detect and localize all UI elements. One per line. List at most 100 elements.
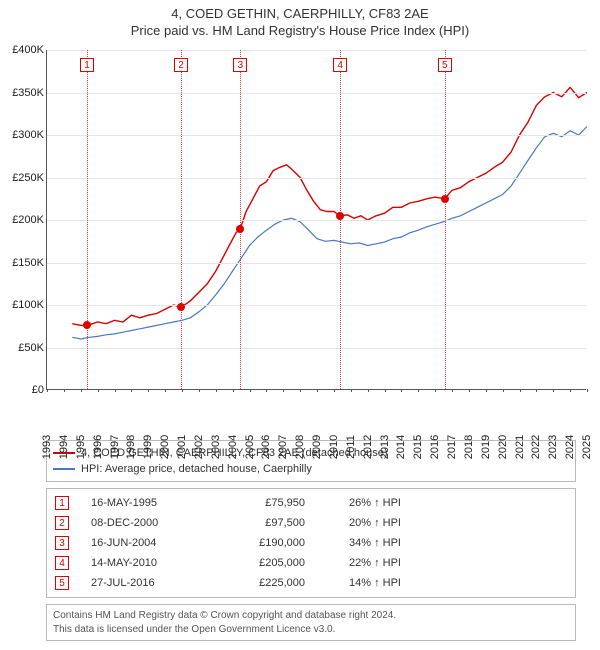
sales-row-date: 27-JUL-2016	[91, 577, 231, 589]
title-block: 4, COED GETHIN, CAERPHILLY, CF83 2AE Pri…	[0, 0, 600, 40]
x-tick-label: 2019	[480, 432, 492, 462]
sale-vline	[181, 50, 182, 389]
sale-dot	[83, 321, 91, 329]
sale-vline	[240, 50, 241, 389]
series-line-hpi	[72, 127, 587, 340]
x-tick	[452, 389, 453, 392]
x-tick	[165, 389, 166, 392]
x-tick-label: 2006	[260, 432, 272, 462]
x-tick	[131, 389, 132, 392]
x-tick-label: 1999	[142, 432, 154, 462]
x-tick	[64, 389, 65, 392]
x-tick	[81, 389, 82, 392]
x-tick	[520, 389, 521, 392]
x-tick	[469, 389, 470, 392]
x-tick-label: 2013	[379, 432, 391, 462]
x-tick	[368, 389, 369, 392]
x-tick	[385, 389, 386, 392]
sale-dot	[177, 303, 185, 311]
sales-row: 208-DEC-2000£97,50020% ↑ HPI	[55, 513, 567, 533]
gridline-h	[47, 50, 586, 51]
x-tick	[418, 389, 419, 392]
x-tick-label: 2022	[530, 432, 542, 462]
footer-line-1: Contains HM Land Registry data © Crown c…	[53, 609, 569, 623]
x-tick	[587, 389, 588, 392]
x-tick	[250, 389, 251, 392]
sales-row: 316-JUN-2004£190,00034% ↑ HPI	[55, 533, 567, 553]
x-tick-label: 2005	[244, 432, 256, 462]
sales-row-index: 3	[55, 536, 69, 550]
price-chart: 1993199419951996199719981999200020012002…	[0, 40, 600, 440]
plot-area: 1993199419951996199719981999200020012002…	[46, 50, 586, 390]
x-tick	[216, 389, 217, 392]
sales-row-price: £97,500	[235, 517, 345, 529]
x-tick	[570, 389, 571, 392]
sales-table: 116-MAY-1995£75,95026% ↑ HPI208-DEC-2000…	[46, 488, 576, 598]
legend-label-hpi: HPI: Average price, detached house, Caer…	[81, 463, 312, 475]
sale-marker-box: 4	[333, 58, 347, 72]
y-tick-label: £100K	[2, 299, 44, 311]
sales-row-date: 08-DEC-2000	[91, 517, 231, 529]
gridline-h	[47, 220, 586, 221]
sale-dot	[336, 212, 344, 220]
x-tick	[401, 389, 402, 392]
sale-marker-box: 5	[438, 58, 452, 72]
gridline-h	[47, 348, 586, 349]
x-tick	[334, 389, 335, 392]
x-tick-label: 2003	[210, 432, 222, 462]
x-tick	[233, 389, 234, 392]
sales-row: 527-JUL-2016£225,00014% ↑ HPI	[55, 573, 567, 593]
x-tick	[503, 389, 504, 392]
sales-row-index: 5	[55, 576, 69, 590]
x-tick-label: 2007	[277, 432, 289, 462]
y-tick-label: £250K	[2, 172, 44, 184]
y-tick-label: £0	[2, 384, 44, 396]
x-tick-label: 1997	[109, 432, 121, 462]
sales-row: 116-MAY-1995£75,95026% ↑ HPI	[55, 493, 567, 513]
sales-row-price: £190,000	[235, 537, 345, 549]
x-tick-label: 1998	[125, 432, 137, 462]
sales-row-delta: 22% ↑ HPI	[349, 557, 469, 569]
x-tick	[266, 389, 267, 392]
sale-marker-box: 2	[174, 58, 188, 72]
sale-marker-box: 1	[80, 58, 94, 72]
x-tick-label: 2000	[159, 432, 171, 462]
x-tick-label: 2020	[497, 432, 509, 462]
x-tick-label: 2011	[345, 432, 357, 462]
x-tick-label: 2002	[193, 432, 205, 462]
x-tick	[148, 389, 149, 392]
series-line-property	[72, 87, 587, 325]
sales-row-delta: 20% ↑ HPI	[349, 517, 469, 529]
x-tick-label: 2014	[395, 432, 407, 462]
x-tick-label: 1993	[41, 432, 53, 462]
x-tick-label: 2016	[429, 432, 441, 462]
x-tick	[351, 389, 352, 392]
x-tick-label: 2008	[294, 432, 306, 462]
x-tick	[98, 389, 99, 392]
x-tick	[182, 389, 183, 392]
sales-row: 414-MAY-2010£205,00022% ↑ HPI	[55, 553, 567, 573]
sale-vline	[445, 50, 446, 389]
sale-dot	[441, 195, 449, 203]
y-tick-label: £150K	[2, 257, 44, 269]
sales-row-delta: 34% ↑ HPI	[349, 537, 469, 549]
x-tick-label: 2001	[176, 432, 188, 462]
gridline-h	[47, 93, 586, 94]
x-tick-label: 2010	[328, 432, 340, 462]
x-tick	[47, 389, 48, 392]
sale-dot	[236, 225, 244, 233]
sales-row-index: 4	[55, 556, 69, 570]
x-tick	[435, 389, 436, 392]
x-tick	[283, 389, 284, 392]
x-tick	[486, 389, 487, 392]
sales-row-date: 16-MAY-1995	[91, 497, 231, 509]
x-tick-label: 1995	[75, 432, 87, 462]
x-tick	[300, 389, 301, 392]
x-tick-label: 2017	[446, 432, 458, 462]
footer-line-2: This data is licensed under the Open Gov…	[53, 623, 569, 637]
sales-row-delta: 14% ↑ HPI	[349, 577, 469, 589]
x-tick-label: 2004	[227, 432, 239, 462]
title-subtitle: Price paid vs. HM Land Registry's House …	[10, 23, 590, 38]
x-tick	[199, 389, 200, 392]
y-tick-label: £200K	[2, 214, 44, 226]
